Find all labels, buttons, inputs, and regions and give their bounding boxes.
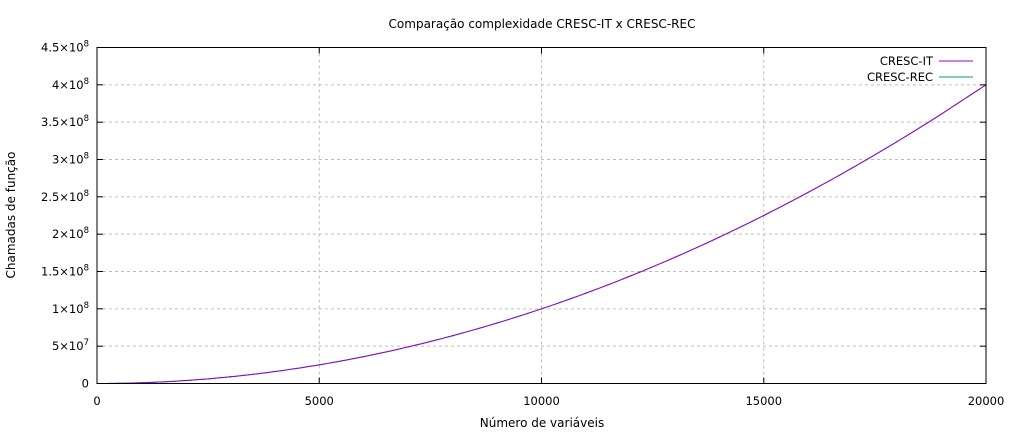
x-axis-label: Número de variáveis [480, 416, 604, 430]
y-tick-label: 0 [82, 377, 89, 391]
data-point [229, 376, 231, 378]
data-point [185, 379, 187, 382]
y-tick-mantissa: 3.5×10 [41, 115, 84, 129]
legend-label: CRESC-REC [867, 70, 933, 84]
data-point [718, 236, 720, 238]
legend-label: CRESC-IT [880, 54, 934, 68]
data-point [274, 370, 276, 373]
y-tick-labels: 05×1071×1081.5×1082×1082.5×1083×1083.5×1… [41, 40, 986, 391]
y-tick-exponent: 8 [84, 264, 89, 274]
data-point [496, 322, 498, 324]
data-point [585, 292, 587, 294]
y-tick-label: 2.5×108 [41, 189, 89, 204]
y-tick-label: 5×107 [52, 338, 89, 353]
y-tick-mantissa: 4.5×10 [41, 41, 84, 55]
data-point [674, 256, 676, 258]
data-point [540, 308, 543, 310]
y-tick-exponent: 8 [84, 77, 89, 87]
data-point [629, 275, 632, 277]
y-tick-label: 4.5×108 [41, 40, 89, 55]
data-point [940, 113, 943, 115]
data-point [363, 356, 365, 358]
y-tick-label: 3.5×108 [41, 114, 89, 129]
data-point [852, 167, 854, 169]
y-axis-label: Chamadas de função [4, 152, 18, 279]
y-tick-mantissa: 2.5×10 [41, 190, 84, 204]
y-tick-label: 2×108 [52, 226, 89, 241]
x-tick-label: 5000 [305, 394, 334, 408]
x-tick-label: 15000 [745, 394, 782, 408]
x-tick-label: 20000 [968, 394, 1005, 408]
data-point [896, 140, 898, 143]
legend: CRESC-IT CRESC-REC [867, 54, 973, 84]
data-point [763, 214, 765, 217]
data-point [318, 364, 320, 366]
y-tick-exponent: 7 [84, 338, 89, 348]
x-tick-label: 0 [93, 394, 100, 408]
chart-title: Comparação complexidade CRESC-IT x CRESC… [389, 17, 696, 31]
y-tick-mantissa: 3×10 [52, 153, 84, 167]
data-point [407, 346, 409, 348]
y-tick-mantissa: 2×10 [52, 227, 84, 241]
x-tick-label: 10000 [523, 394, 560, 408]
y-tick-mantissa: 0 [82, 377, 89, 391]
x-tick-labels: 0 5000 10000 15000 20000 [93, 47, 1005, 408]
y-tick-exponent: 8 [84, 189, 89, 199]
y-tick-exponent: 8 [84, 152, 89, 162]
y-tick-mantissa: 4×10 [52, 78, 84, 92]
y-tick-exponent: 8 [84, 114, 89, 124]
data-point [807, 191, 809, 193]
y-tick-mantissa: 5×10 [52, 339, 84, 353]
y-tick-label: 1×108 [52, 301, 89, 316]
y-tick-mantissa: 1×10 [52, 302, 84, 316]
y-tick-label: 1.5×108 [41, 264, 89, 279]
series-lines [96, 84, 987, 385]
y-tick-exponent: 8 [84, 40, 89, 50]
y-tick-label: 4×108 [52, 77, 89, 92]
grid [97, 47, 986, 384]
y-tick-exponent: 8 [84, 301, 89, 311]
y-tick-exponent: 8 [84, 226, 89, 236]
data-point [452, 335, 454, 337]
y-tick-label: 3×108 [52, 152, 89, 167]
y-tick-mantissa: 1.5×10 [41, 265, 84, 279]
